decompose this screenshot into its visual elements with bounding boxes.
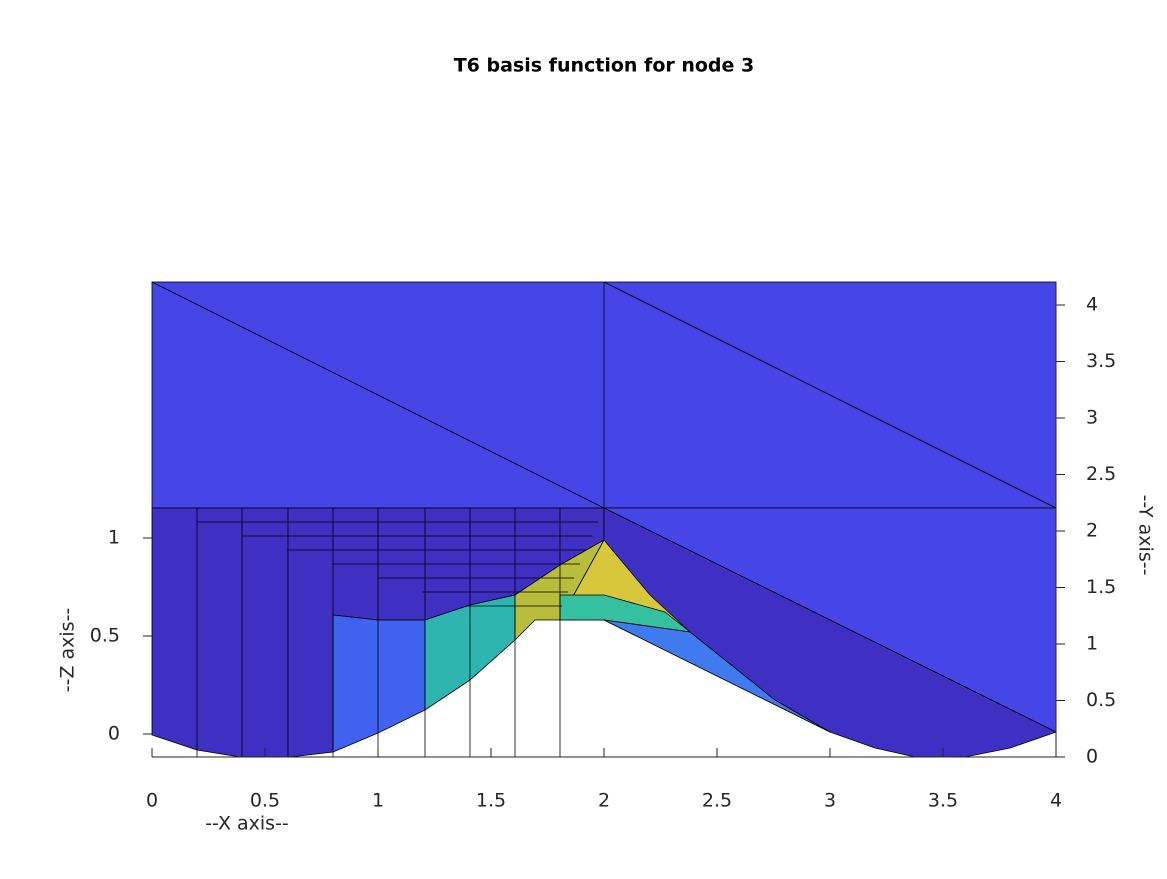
y-tick-label: 3.5 bbox=[1086, 350, 1116, 372]
x-tick-label: 2.5 bbox=[702, 790, 732, 812]
x-tick-label: 1.5 bbox=[476, 790, 506, 812]
z-axis-label: --Z axis-- bbox=[57, 608, 79, 693]
x-tick-label: 0 bbox=[146, 790, 158, 812]
y-axis-label: --Y axis-- bbox=[1135, 495, 1157, 576]
x-tick-label: 4 bbox=[1050, 790, 1062, 812]
x-tick-label: 2 bbox=[598, 790, 610, 812]
x-axis-label: --X axis-- bbox=[205, 813, 289, 835]
surface bbox=[151, 281, 1058, 758]
z-tick-label: 1 bbox=[108, 527, 120, 549]
y-tick-label: 1.5 bbox=[1086, 576, 1116, 598]
z-tick-label: 0.5 bbox=[90, 625, 120, 647]
y-tick-label: 4 bbox=[1086, 294, 1098, 316]
mesh bbox=[196, 508, 598, 757]
chart-title: T6 basis function for node 3 bbox=[454, 55, 755, 77]
x-tick-label: 0.5 bbox=[250, 790, 280, 812]
y-tick-label: 3 bbox=[1086, 407, 1098, 429]
surface-face bbox=[603, 619, 831, 733]
y-tick-label: 2.5 bbox=[1086, 463, 1116, 485]
z-tick-label: 0 bbox=[108, 723, 120, 745]
y-tick-label: 0 bbox=[1086, 746, 1098, 768]
x-tick-label: 1 bbox=[372, 790, 384, 812]
y-tick-label: 0.5 bbox=[1086, 689, 1116, 711]
mesh-line bbox=[603, 281, 1057, 509]
y-tick-label: 2 bbox=[1086, 520, 1098, 542]
x-tick-label: 3.5 bbox=[928, 790, 958, 812]
mesh-line bbox=[151, 281, 605, 509]
x-tick-label: 3 bbox=[824, 790, 836, 812]
y-tick-label: 1 bbox=[1086, 633, 1098, 655]
